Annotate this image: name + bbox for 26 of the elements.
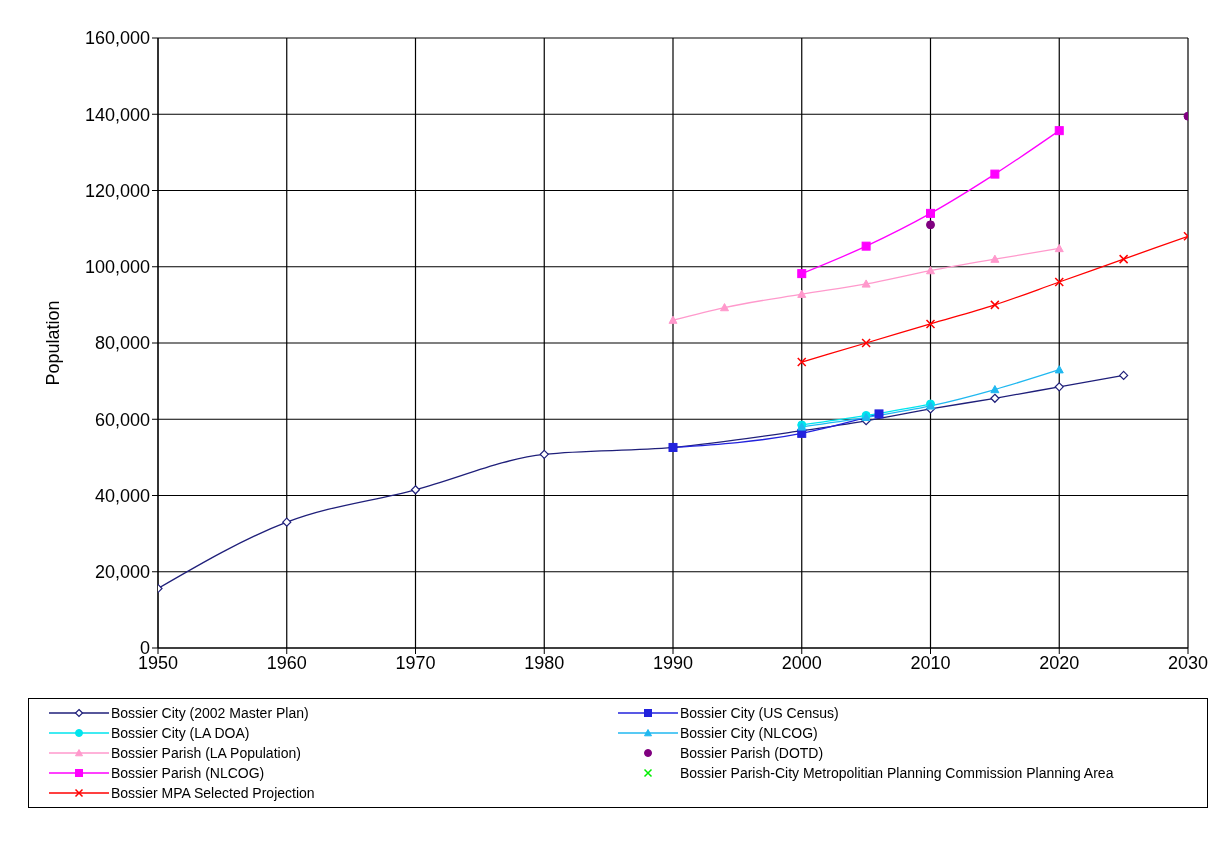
legend-label: Bossier City (LA DOA) <box>111 725 250 741</box>
legend-label: Bossier Parish (NLCOG) <box>111 765 265 781</box>
legend-label: Bossier City (2002 Master Plan) <box>111 705 309 721</box>
x-tick-label: 2010 <box>910 652 951 673</box>
legend-label: Bossier Parish (DOTD) <box>680 745 824 761</box>
legend-label: Bossier City (US Census) <box>680 705 839 721</box>
y-tick-label: 140,000 <box>84 104 150 125</box>
x-tick-label: 2030 <box>1167 652 1209 673</box>
legend-label: Bossier Parish (LA Population) <box>111 745 301 761</box>
y-tick-label: 100,000 <box>84 257 150 278</box>
x-tick-label: 1980 <box>524 652 565 673</box>
y-tick-label: 60,000 <box>94 409 150 430</box>
y-tick-label: 20,000 <box>94 562 150 583</box>
x-tick-label: 1990 <box>652 652 694 673</box>
x-tick-label: 2000 <box>781 652 822 673</box>
y-axis-title: Population <box>43 300 64 386</box>
x-tick-label: 1960 <box>266 652 307 673</box>
y-tick-label: 120,000 <box>84 180 150 201</box>
y-tick-label: 80,000 <box>94 333 150 354</box>
y-tick-label: 40,000 <box>94 485 150 506</box>
x-tick-label: 2020 <box>1039 652 1080 673</box>
y-tick-label: 160,000 <box>84 28 150 49</box>
x-tick-label: 1970 <box>395 652 436 673</box>
legend-label: Bossier Parish-City Metropolitian Planning Commission Planning Area <box>680 765 1114 781</box>
legend-label: Bossier MPA Selected Projection <box>111 785 315 801</box>
legend-label: Bossier City (NLCOG) <box>680 725 818 741</box>
